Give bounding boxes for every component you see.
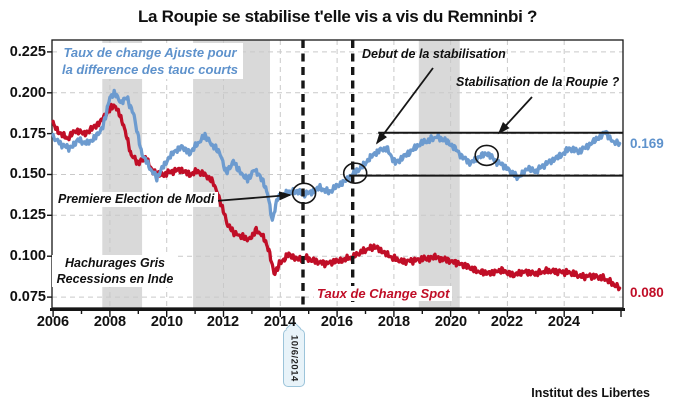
annotation-recession-legend: Hachurages Gris Recessions en Inde <box>52 255 178 287</box>
spot-series-label: Taux de Change Spot <box>314 286 453 301</box>
event-date-text: 10/6/2014 <box>288 334 300 382</box>
adjusted-series-label-line1: Taux de change Ajuste pour <box>63 45 237 60</box>
x-tick-label: 2012 <box>206 314 240 330</box>
highlight-circle <box>291 182 317 205</box>
annotation-stabilisation-roupie: Stabilisation de la Roupie ? <box>456 75 620 89</box>
x-tick-label: 2008 <box>93 314 127 330</box>
arrow-stabilisation <box>497 96 533 135</box>
y-tick-label: 0.150 <box>9 166 46 182</box>
source-credit: Institut des Libertes <box>531 386 650 400</box>
highlight-circle <box>474 144 500 167</box>
annotation-election-modi: Premiere Election de Modi <box>56 192 219 207</box>
event-date-callout: 10/6/2014 <box>283 329 305 387</box>
adjusted-series-line <box>51 88 622 222</box>
adjusted-end-value: 0.169 <box>630 136 664 151</box>
x-tick-label: 2016 <box>320 314 354 330</box>
y-tick-label: 0.075 <box>9 289 46 305</box>
y-tick-label: 0.225 <box>9 44 46 60</box>
annotation-recession-legend-line2: Recessions en Inde <box>56 272 174 286</box>
x-tick-label: 2006 <box>36 314 70 330</box>
x-tick-label: 2014 <box>263 314 297 330</box>
y-tick-label: 0.175 <box>9 126 46 142</box>
chart-title: La Roupie se stabilise t'elle vis a vis … <box>137 7 538 26</box>
x-tick-label: 2018 <box>377 314 411 330</box>
annotation-recession-legend-line1: Hachurages Gris <box>64 256 166 270</box>
arrow-modi <box>214 191 292 202</box>
y-tick-label: 0.200 <box>9 85 46 101</box>
spot-end-value: 0.080 <box>630 285 664 300</box>
adjusted-series-label-line2: la difference des tauc courts <box>61 62 239 77</box>
x-tick-label: 2024 <box>547 314 581 330</box>
arrow-debut <box>375 67 434 145</box>
adjusted-series-label: Taux de change Ajuste pour la difference… <box>57 43 243 79</box>
x-tick-label: 2010 <box>150 314 184 330</box>
y-tick-label: 0.125 <box>9 207 46 223</box>
x-tick-label: 2020 <box>434 314 468 330</box>
y-tick-label: 0.100 <box>9 248 46 264</box>
annotation-debut-stabilisation: Debut de la stabilisation <box>362 47 506 61</box>
highlight-circle <box>342 162 368 184</box>
x-tick-label: 2022 <box>490 314 524 330</box>
